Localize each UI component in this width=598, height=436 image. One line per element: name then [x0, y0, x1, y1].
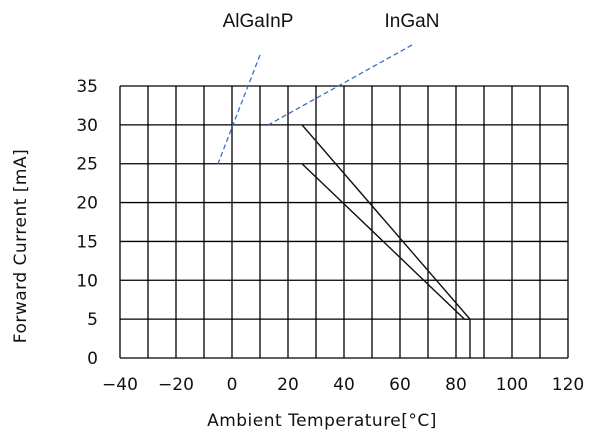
annotation-algainp: AlGaInP [223, 11, 294, 32]
y-tick-label: 20 [76, 194, 98, 214]
x-axis-label: Ambient Temperature[°C] [207, 411, 437, 431]
y-axis-label: Forward Current [mA] [11, 149, 31, 343]
x-tick-label: 20 [277, 375, 299, 395]
x-tick-label: 60 [389, 375, 411, 395]
y-tick-label: 15 [76, 232, 98, 252]
y-tick-label: 30 [76, 116, 98, 136]
y-tick-label: 35 [76, 77, 98, 97]
annotation-leader-algainp [217, 54, 261, 164]
x-tick-label: 0 [227, 375, 238, 395]
x-tick-labels: −40 −20 0 20 40 60 80 100 120 [102, 375, 584, 395]
x-tick-label: −40 [102, 375, 138, 395]
annotation-leader-ingan [268, 44, 413, 126]
y-tick-label: 5 [87, 310, 98, 330]
x-tick-label: 40 [333, 375, 355, 395]
y-tick-labels: 0 5 10 15 20 25 30 35 [76, 77, 98, 369]
series-line-algainp [301, 163, 470, 320]
y-tick-label: 0 [87, 349, 98, 369]
annotation-ingan: InGaN [385, 11, 440, 32]
y-tick-label: 25 [76, 155, 98, 175]
y-tick-label: 10 [76, 271, 98, 291]
x-tick-label: 80 [445, 375, 467, 395]
x-tick-label: 120 [552, 375, 584, 395]
grid [119, 85, 569, 359]
x-tick-label: −20 [158, 375, 194, 395]
annotations: AlGaInP InGaN [217, 11, 440, 164]
series-lines [301, 124, 471, 358]
x-tick-label: 100 [496, 375, 528, 395]
